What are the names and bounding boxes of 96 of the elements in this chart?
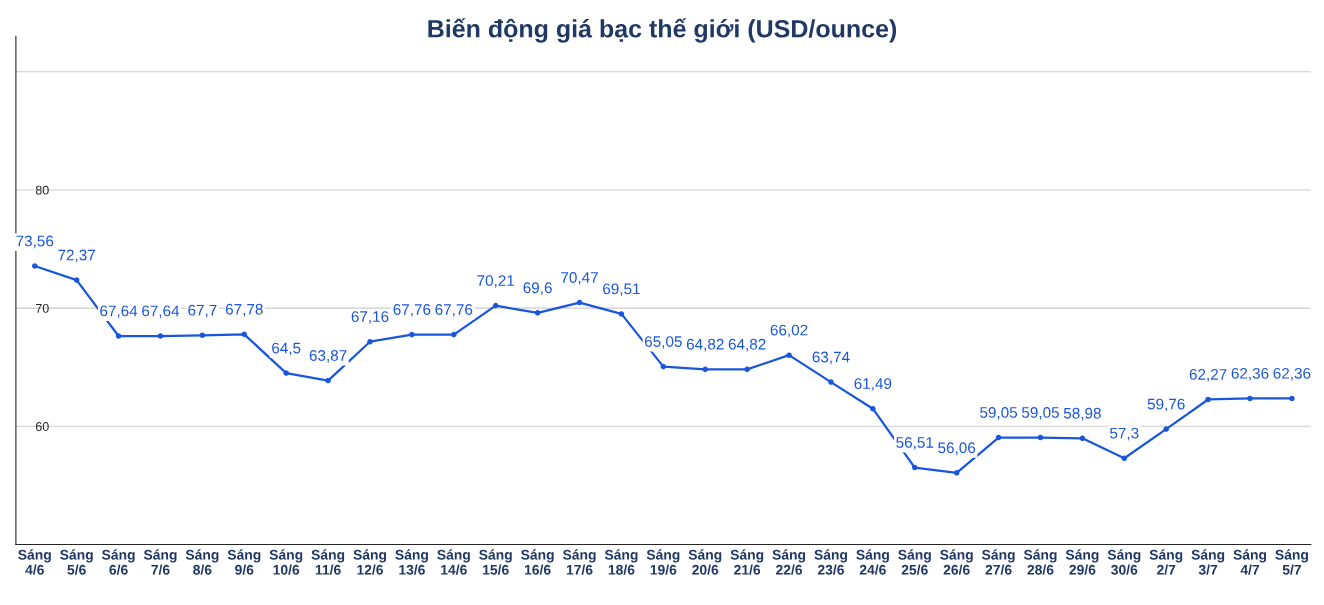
data-label: 67,64 <box>100 305 138 319</box>
point <box>241 331 248 338</box>
point <box>660 363 667 370</box>
data-label: 73,56 <box>16 235 54 249</box>
x-tick-label: Sáng 19/6 <box>646 549 680 575</box>
data-label: 67,16 <box>351 311 389 324</box>
x-tick-label: Sáng 13/6 <box>395 549 428 575</box>
data-label: 62,27 <box>1189 368 1227 382</box>
data-label: 67,76 <box>393 304 431 317</box>
data-label: 62,36 <box>1273 367 1311 381</box>
data-label: 63,74 <box>812 351 850 365</box>
point <box>367 338 373 345</box>
data-label: 64,82 <box>686 338 724 352</box>
point <box>786 352 792 358</box>
point <box>1289 395 1295 402</box>
x-tick-label: Sáng 8/6 <box>185 549 219 575</box>
point <box>1079 435 1086 442</box>
point <box>534 310 541 316</box>
x-tick-label: Sáng 5/7 <box>1275 549 1308 575</box>
data-label: 59,05 <box>1021 407 1059 420</box>
data-label: 64,82 <box>728 338 766 352</box>
point <box>157 333 164 339</box>
x-tick-label: Sáng 3/7 <box>1191 549 1225 575</box>
data-label: 57,3 <box>1110 427 1139 441</box>
x-tick-label: Sáng 6/6 <box>101 549 135 575</box>
x-tick-label: Sáng 2/7 <box>1149 549 1183 575</box>
point <box>1037 434 1044 441</box>
point <box>325 377 331 384</box>
y-tick-label: 70 <box>35 303 49 313</box>
x-tick-label: Sáng 20/6 <box>688 549 722 575</box>
data-label: 69,51 <box>603 283 640 297</box>
data-label: 67,64 <box>142 305 180 319</box>
point <box>744 366 750 373</box>
x-tick-label: Sáng 15/6 <box>479 549 512 575</box>
point <box>995 434 1002 441</box>
point <box>1205 396 1211 403</box>
point <box>702 366 709 373</box>
data-label: 59,76 <box>1147 398 1185 412</box>
x-tick-label: Sáng 18/6 <box>604 549 638 575</box>
point <box>1163 426 1169 432</box>
data-label: 70,47 <box>561 272 598 285</box>
x-tick-label: Sáng 22/6 <box>772 549 806 575</box>
point <box>199 332 206 339</box>
data-label: 65,05 <box>644 336 682 349</box>
x-tick-label: Sáng 23/6 <box>814 549 847 575</box>
point <box>492 302 499 309</box>
point <box>953 470 960 476</box>
x-tick-label: Sáng 9/6 <box>227 549 261 575</box>
x-tick-label: Sáng 24/6 <box>856 549 889 575</box>
x-tick-label: Sáng 7/6 <box>143 549 177 575</box>
x-tick-label: Sáng 17/6 <box>562 549 596 575</box>
point <box>828 379 834 385</box>
data-label: 70,21 <box>477 275 515 288</box>
data-label: 56,06 <box>938 442 976 455</box>
data-label: 69,6 <box>523 282 552 295</box>
point <box>115 333 122 339</box>
x-tick-label: Sáng 10/6 <box>269 549 303 575</box>
data-label: 64,5 <box>272 342 301 356</box>
data-label: 62,36 <box>1231 367 1269 381</box>
point <box>73 277 80 283</box>
data-label: 72,37 <box>58 249 95 263</box>
x-tick-label: Sáng 11/6 <box>311 549 345 575</box>
y-tick-label: 80 <box>35 185 49 195</box>
data-label: 63,87 <box>309 350 347 363</box>
x-tick-label: Sáng 14/6 <box>437 549 470 575</box>
point <box>870 405 876 412</box>
data-label: 67,7 <box>188 304 217 318</box>
x-tick-label: Sáng 21/6 <box>730 549 764 575</box>
data-label: 59,05 <box>980 407 1018 420</box>
x-tick-label: Sáng 16/6 <box>521 549 554 575</box>
point <box>1247 395 1253 402</box>
data-label: 66,02 <box>770 324 808 338</box>
y-tick-label: 60 <box>35 422 49 431</box>
point <box>31 263 38 269</box>
point <box>283 370 289 376</box>
x-tick-label: Sáng 28/6 <box>1023 549 1057 575</box>
data-label: 56,51 <box>896 437 934 450</box>
data-label: 67,78 <box>225 303 263 317</box>
point <box>911 464 918 471</box>
data-label: 58,98 <box>1063 407 1101 421</box>
point <box>618 311 625 317</box>
x-tick-label: Sáng 30/6 <box>1107 549 1141 575</box>
x-tick-label: Sáng 29/6 <box>1065 549 1099 575</box>
x-tick-label: Sáng 26/6 <box>940 549 973 575</box>
x-tick-label: Sáng 12/6 <box>353 549 387 575</box>
chart-title: Biến động giá bạc thế giới (USD/ounce) <box>428 18 897 43</box>
data-label: 61,49 <box>854 378 892 391</box>
data-label: 67,76 <box>435 304 473 317</box>
x-tick-label: Sáng 25/6 <box>898 549 931 575</box>
x-tick-label: Sáng 4/6 <box>18 549 51 575</box>
point <box>409 331 415 338</box>
x-tick-label: Sáng 5/6 <box>60 549 93 575</box>
x-tick-label: Sáng 4/7 <box>1233 549 1267 575</box>
x-tick-label: Sáng 27/6 <box>981 549 1015 575</box>
point <box>451 331 457 338</box>
point <box>1121 455 1128 461</box>
